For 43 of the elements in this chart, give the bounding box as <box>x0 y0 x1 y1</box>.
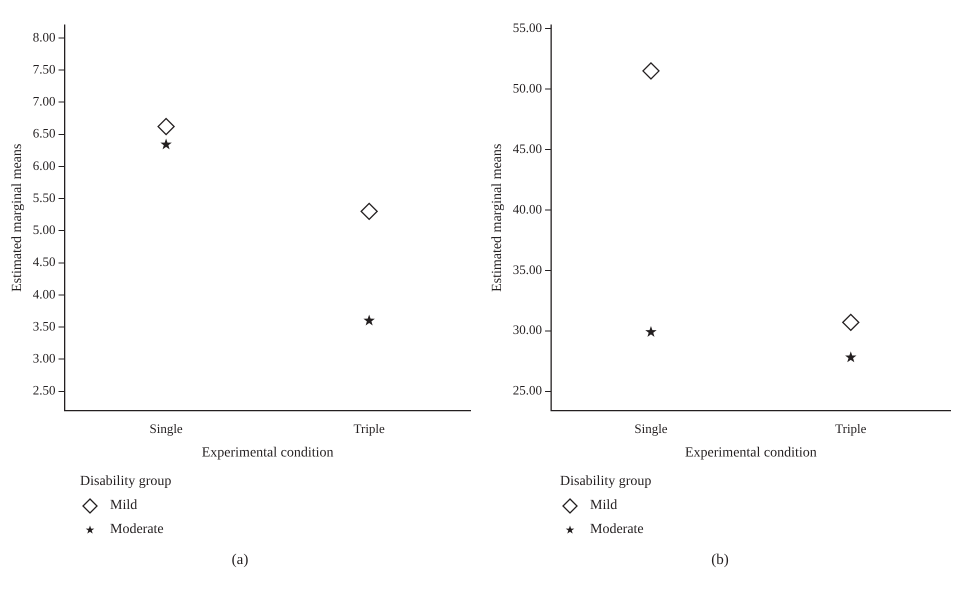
x-tick-label: Single <box>634 420 668 436</box>
legend-label: Moderate <box>110 521 164 539</box>
point <box>642 62 660 80</box>
y-axis-title: Estimated marginal means <box>490 144 506 292</box>
legend-title: Disability group <box>80 473 172 491</box>
y-tick-label: 3.50 <box>32 318 56 334</box>
point <box>845 351 856 362</box>
y-tick-label: 5.50 <box>32 190 56 205</box>
y-tick-label: 8.00 <box>32 29 56 44</box>
point <box>645 326 657 337</box>
x-axis-title: Experimental condition <box>684 445 817 460</box>
y-tick-label: 2.50 <box>32 382 56 398</box>
point <box>363 314 375 326</box>
x-tick-label: Triple <box>835 420 867 436</box>
point <box>842 314 860 332</box>
legend-label: Mild <box>110 497 138 515</box>
y-tick-label: 7.50 <box>32 61 56 76</box>
y-tick-label: 7.00 <box>32 94 56 109</box>
y-tick-label: 4.00 <box>32 286 56 302</box>
y-tick-label: 35.00 <box>512 262 542 277</box>
y-tick-label: 40.00 <box>512 201 542 216</box>
text: (a) <box>230 552 250 569</box>
point <box>360 202 378 220</box>
y-tick-label: 5.00 <box>32 222 56 238</box>
legend-label: Mild <box>590 497 618 515</box>
point <box>157 118 175 136</box>
point <box>160 138 172 150</box>
legend-title: Disability group <box>560 473 652 491</box>
y-tick-label: 30.00 <box>512 322 542 338</box>
y-tick-label: 6.00 <box>32 158 56 173</box>
legend-label: Moderate <box>590 521 644 539</box>
y-tick-label: 6.50 <box>32 126 56 141</box>
x-axis-title: Experimental condition <box>202 445 334 460</box>
y-tick-label: 3.00 <box>32 350 56 366</box>
x-tick-label: Single <box>149 420 183 436</box>
y-tick-label: 45.00 <box>512 140 542 156</box>
x-tick-label: Triple <box>354 420 386 436</box>
text: (b) <box>710 552 730 569</box>
y-tick-label: 4.50 <box>32 254 56 270</box>
y-tick-label: 50.00 <box>512 80 542 96</box>
y-tick-label: 25.00 <box>512 382 542 398</box>
y-axis-title: Estimated marginal means <box>10 144 26 292</box>
y-tick-label: 55.00 <box>512 20 542 36</box>
